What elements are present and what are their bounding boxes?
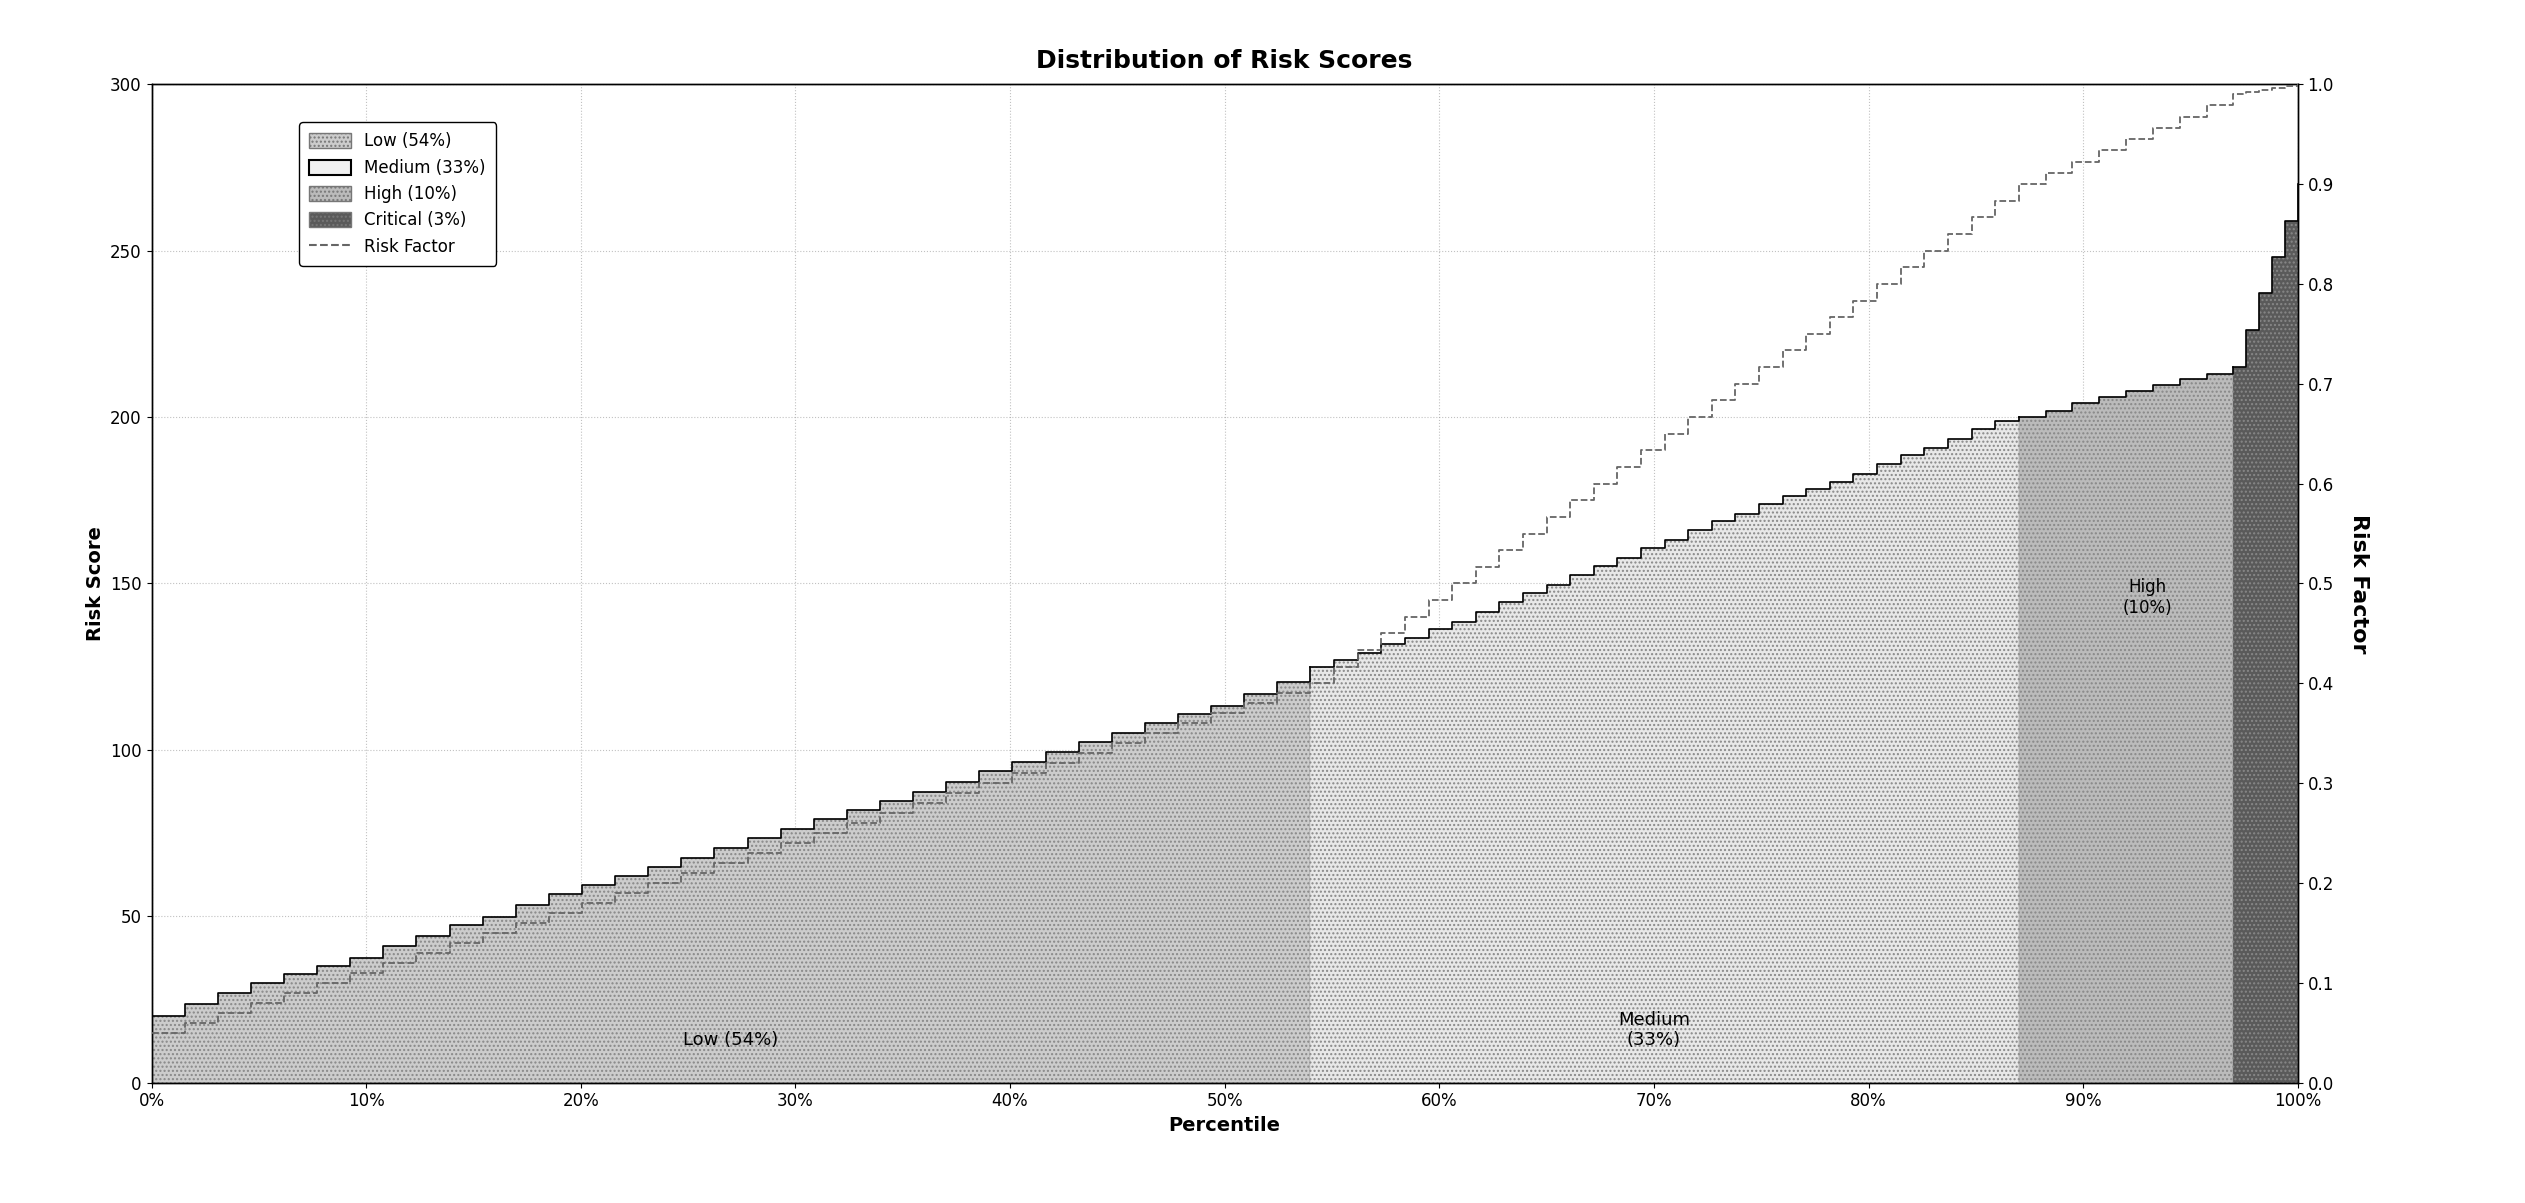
Y-axis label: Risk Score: Risk Score bbox=[86, 526, 104, 641]
Polygon shape bbox=[152, 666, 1310, 1083]
Polygon shape bbox=[1310, 417, 2020, 1083]
Text: Low (54%): Low (54%) bbox=[684, 1031, 778, 1049]
Text: High
(10%): High (10%) bbox=[2124, 577, 2172, 617]
Legend: Low (54%), Medium (33%), High (10%), Critical (3%), Risk Factor: Low (54%), Medium (33%), High (10%), Cri… bbox=[300, 123, 495, 266]
X-axis label: Percentile: Percentile bbox=[1169, 1116, 1280, 1134]
Polygon shape bbox=[2235, 184, 2298, 1083]
Y-axis label: Risk Factor: Risk Factor bbox=[2348, 514, 2368, 653]
Polygon shape bbox=[2020, 367, 2235, 1083]
Text: Medium
(33%): Medium (33%) bbox=[1619, 1011, 1689, 1049]
Title: Distribution of Risk Scores: Distribution of Risk Scores bbox=[1035, 48, 1414, 72]
